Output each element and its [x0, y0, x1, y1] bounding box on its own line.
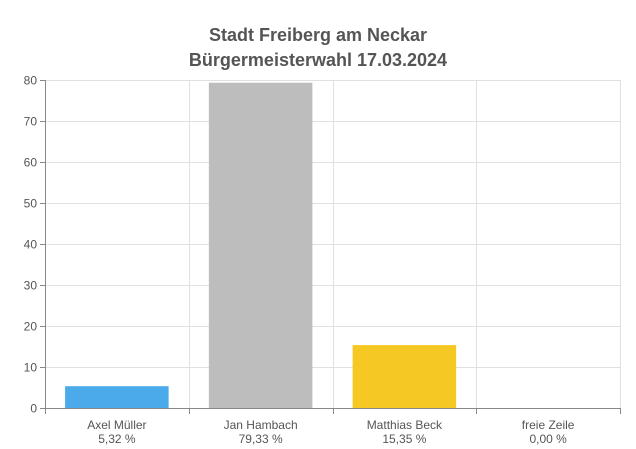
- x-percent-label: 5,32 %: [98, 432, 136, 446]
- x-percent-label: 15,35 %: [382, 432, 426, 446]
- x-percent-label: 0,00 %: [529, 432, 567, 446]
- y-tick-label: 70: [24, 115, 38, 129]
- y-tick-label: 10: [24, 361, 38, 375]
- y-tick-label: 80: [24, 74, 38, 88]
- axes: [40, 80, 621, 414]
- bar: [65, 386, 169, 408]
- x-category-label: Axel Müller: [87, 418, 146, 432]
- chart-title-line-1: Stadt Freiberg am Neckar: [209, 25, 427, 45]
- bars: [65, 82, 457, 408]
- grid-lines: [45, 80, 621, 408]
- bar: [208, 82, 313, 408]
- x-percent-label: 79,33 %: [239, 432, 283, 446]
- y-tick-label: 50: [24, 197, 38, 211]
- chart-title-line-2: Bürgermeisterwahl 17.03.2024: [189, 50, 447, 70]
- y-tick-label: 20: [24, 320, 38, 334]
- x-category-label: Matthias Beck: [367, 418, 443, 432]
- y-tick-label: 0: [30, 402, 37, 416]
- y-tick-label: 60: [24, 156, 38, 170]
- y-tick-label: 30: [24, 279, 38, 293]
- x-category-label: freie Zeile: [522, 418, 575, 432]
- x-category-label: Jan Hambach: [224, 418, 298, 432]
- y-tick-label: 40: [24, 238, 38, 252]
- bar: [352, 345, 457, 408]
